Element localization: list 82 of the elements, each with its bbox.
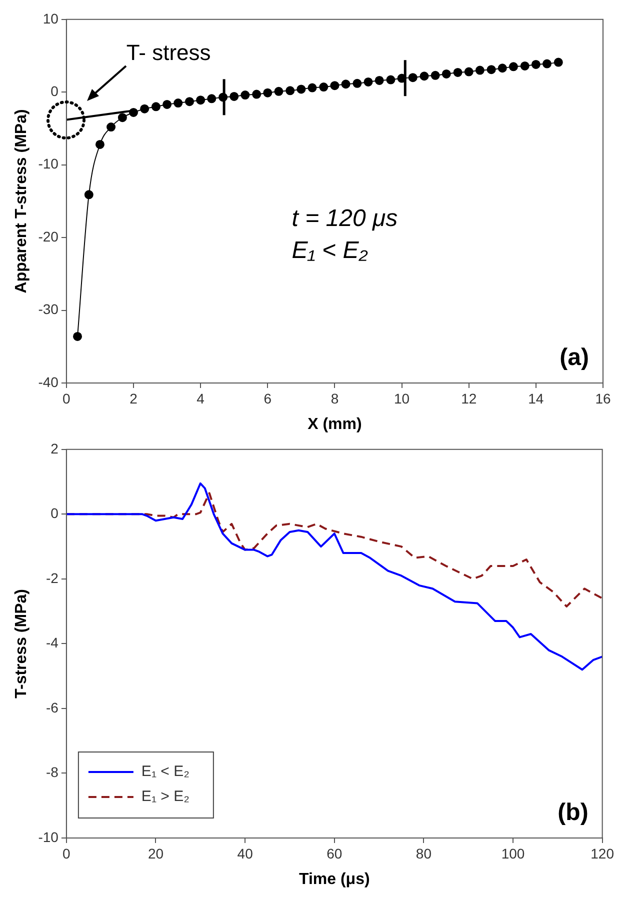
point xyxy=(196,96,206,105)
point xyxy=(386,75,396,84)
point xyxy=(73,332,82,341)
y-axis-title: T-stress (MPa) xyxy=(13,589,30,698)
point xyxy=(408,73,418,82)
x-tick-label: 100 xyxy=(501,845,525,862)
point xyxy=(106,122,116,132)
point xyxy=(508,62,518,72)
point xyxy=(95,140,104,149)
point xyxy=(263,88,272,98)
x-tick-label: 16 xyxy=(595,390,611,406)
point xyxy=(374,76,384,85)
x-tick-label: 10 xyxy=(394,390,410,406)
point xyxy=(274,86,284,96)
y-tick-label: 0 xyxy=(50,82,59,99)
legend-label: E₁ > E₂ xyxy=(141,788,190,806)
point xyxy=(531,60,540,69)
point xyxy=(308,83,317,92)
point xyxy=(520,61,530,70)
point xyxy=(498,64,507,73)
point xyxy=(475,66,484,75)
point xyxy=(185,97,194,106)
point xyxy=(486,65,496,74)
point xyxy=(319,82,328,92)
x-tick-label: 14 xyxy=(528,390,544,406)
legend-label: E₁ < E₂ xyxy=(141,763,190,780)
y-tick-label: 0 xyxy=(50,505,59,522)
x-axis-title: Time (μs) xyxy=(298,870,370,888)
point xyxy=(84,190,94,200)
point xyxy=(174,98,183,108)
point xyxy=(252,90,262,99)
x-tick-label: 80 xyxy=(416,845,432,862)
point xyxy=(151,102,160,112)
x-tick-label: 20 xyxy=(148,845,164,862)
annotation: (b) xyxy=(558,799,588,826)
point xyxy=(162,100,172,109)
x-tick-label: 8 xyxy=(330,390,339,406)
point xyxy=(140,104,150,114)
point xyxy=(330,81,340,90)
point xyxy=(207,94,216,104)
y-tick-label: 10 xyxy=(42,10,59,26)
y-tick-label: -40 xyxy=(38,374,59,390)
annotation: t = 120 μs xyxy=(292,204,398,232)
x-tick-label: 4 xyxy=(196,390,205,406)
point xyxy=(230,92,239,101)
point xyxy=(364,77,373,86)
y-tick-label: 2 xyxy=(50,440,59,456)
point xyxy=(542,59,552,68)
y-tick-label: -2 xyxy=(46,570,59,586)
point xyxy=(464,67,474,76)
y-tick-label: -20 xyxy=(38,228,59,244)
x-tick-label: 0 xyxy=(62,845,71,862)
point xyxy=(420,72,429,81)
x-tick-label: 12 xyxy=(461,390,477,406)
annotation: (a) xyxy=(560,344,589,371)
point xyxy=(554,58,563,67)
point xyxy=(286,86,295,96)
point xyxy=(430,70,440,80)
y-axis-title: Apparent T-stress (MPa) xyxy=(13,109,30,294)
point xyxy=(352,78,362,88)
point xyxy=(296,84,306,94)
x-tick-label: 6 xyxy=(264,390,272,406)
annotation: T- stress xyxy=(126,40,211,65)
annotation: E₁ < E₂ xyxy=(292,236,368,264)
x-tick-label: 60 xyxy=(326,845,342,862)
x-tick-label: 2 xyxy=(130,390,138,406)
y-tick-label: -4 xyxy=(46,634,59,651)
point xyxy=(341,80,350,89)
point xyxy=(129,108,138,117)
point xyxy=(118,113,127,122)
point xyxy=(453,68,462,77)
point xyxy=(240,90,250,100)
y-tick-label: -30 xyxy=(38,301,59,318)
x-tick-label: 120 xyxy=(590,845,614,862)
y-tick-label: -10 xyxy=(38,156,59,172)
y-tick-label: -6 xyxy=(46,699,59,716)
x-axis-title: X (mm) xyxy=(308,416,362,433)
y-tick-label: -8 xyxy=(46,764,59,780)
x-tick-label: 0 xyxy=(62,390,71,406)
point xyxy=(442,69,451,78)
x-tick-label: 40 xyxy=(237,845,254,862)
y-tick-label: -10 xyxy=(38,828,59,845)
